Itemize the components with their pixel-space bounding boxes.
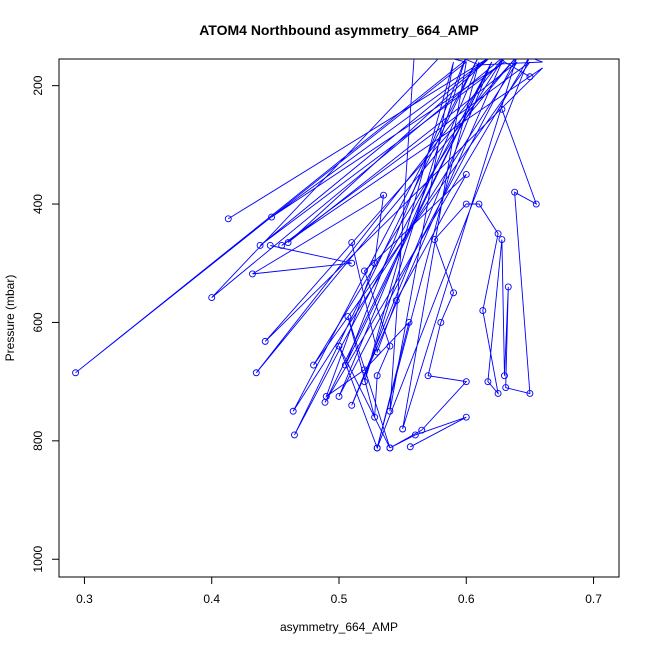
data-point (335, 392, 343, 400)
y-tick-label: 400 (31, 194, 45, 214)
data-point (289, 407, 297, 415)
y-tick-label: 200 (31, 75, 45, 95)
data-point (278, 242, 286, 249)
data-point (405, 318, 413, 326)
data-point (380, 191, 387, 199)
data-point (462, 413, 470, 421)
data-point (348, 239, 356, 246)
data-point (291, 431, 298, 439)
data-point (361, 366, 368, 374)
data-point (268, 213, 275, 221)
data-point (256, 242, 264, 249)
data-point (373, 444, 381, 452)
data-point (532, 200, 540, 208)
data-point (249, 270, 256, 278)
data-point (371, 259, 379, 267)
y-tick-label: 800 (31, 431, 45, 451)
data-point (266, 242, 274, 249)
series-line-2 (252, 174, 467, 450)
x-axis-label: asymmetry_664_AMP (280, 620, 398, 634)
x-tick-label: 0.5 (331, 592, 348, 606)
data-point (479, 307, 487, 315)
data-point (501, 372, 508, 380)
x-axis: 0.3 0.4 0.5 0.6 0.7 (76, 577, 602, 606)
y-tick-label: 600 (31, 312, 45, 332)
data-point (386, 444, 394, 452)
y-axis-label: Pressure (mbar) (3, 275, 17, 362)
data-point (494, 230, 502, 238)
plot-frame (58, 58, 620, 578)
data-point (526, 73, 534, 81)
data-point (462, 170, 470, 178)
data-point (526, 390, 534, 397)
data-point (498, 236, 506, 244)
x-tick-label: 0.7 (585, 592, 602, 606)
data-point (261, 337, 269, 345)
data-point (208, 294, 216, 302)
data-point (72, 369, 79, 377)
data-point (373, 348, 381, 356)
data-point (344, 313, 352, 320)
data-point (348, 401, 356, 409)
series-line-0 (75, 59, 543, 412)
data-point (502, 384, 510, 392)
series-line-1 (228, 59, 530, 449)
data-point (424, 372, 432, 380)
data-point (335, 342, 343, 350)
data-point (284, 239, 292, 246)
data-point (310, 361, 317, 369)
data-point (361, 267, 368, 275)
data-point (371, 413, 379, 421)
data-point (462, 200, 470, 208)
data-point (392, 297, 400, 304)
data-point (504, 283, 512, 291)
x-tick-label: 0.4 (203, 592, 220, 606)
data-point (437, 318, 445, 326)
series-line-3 (389, 109, 538, 449)
y-tick-label: 1000 (31, 546, 45, 573)
data-point (252, 369, 260, 377)
data-point (450, 289, 457, 297)
data-point (411, 431, 419, 439)
data-point (348, 259, 356, 267)
data-point (224, 215, 232, 223)
data-point (484, 378, 492, 386)
plot-data (72, 59, 543, 452)
data-point (386, 342, 394, 350)
data-point (406, 443, 414, 451)
data-point (511, 188, 519, 196)
y-axis: 200 400 600 800 1000 (31, 75, 59, 573)
data-point (498, 105, 506, 113)
chart-title: ATOM4 Northbound asymmetry_664_AMP (199, 22, 479, 38)
data-point (431, 236, 438, 244)
x-tick-label: 0.3 (76, 592, 93, 606)
data-point (418, 426, 426, 434)
data-point (494, 390, 502, 397)
data-point (462, 378, 470, 386)
data-point (322, 392, 330, 400)
data-point (373, 372, 381, 380)
data-point (475, 200, 483, 208)
x-tick-label: 0.6 (458, 592, 475, 606)
data-point (399, 425, 407, 433)
